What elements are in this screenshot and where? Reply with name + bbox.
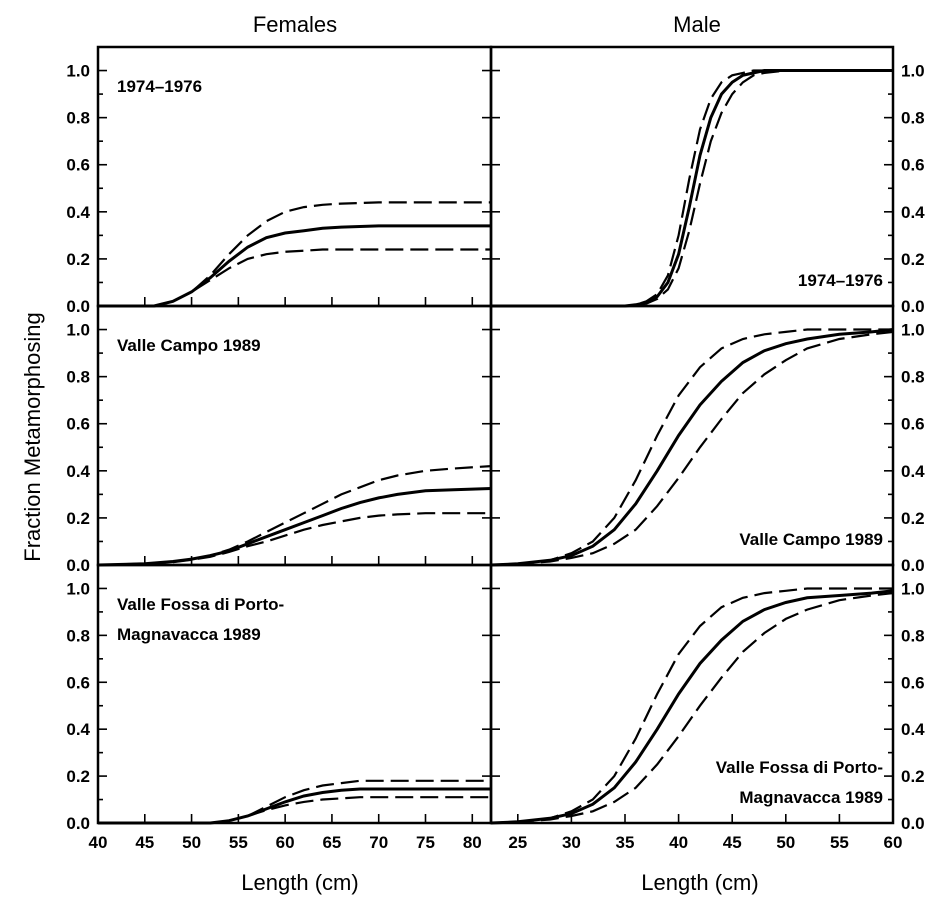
panel-label: 1974–1976 <box>117 77 202 96</box>
x-tick-label: 65 <box>322 833 341 852</box>
y-tick-label: 0.2 <box>901 509 925 528</box>
x-axis-title-male: Length (cm) <box>641 870 758 895</box>
panel-label: Valle Fossa di Porto- <box>716 758 883 777</box>
curve-confidence-band <box>490 587 893 825</box>
curve-confidence-band <box>490 330 894 567</box>
panel-frame <box>489 45 895 308</box>
y-tick-label: 0.0 <box>901 814 925 833</box>
x-tick-label: 60 <box>276 833 295 852</box>
y-tick-label: 0.6 <box>901 415 925 434</box>
y-tick-label: 0.8 <box>66 368 90 387</box>
y-tick-label: 1.0 <box>66 579 90 598</box>
panel-male-row3: 0.0 0.2 0.4 0.6 0.8 1.0 25 30 35 40 45 50 55 60 Valle … <box>489 563 925 852</box>
panel-females-row1: 0.0 0.2 0.4 0.6 0.8 1.0 1974–1976 <box>66 45 493 316</box>
column-title-male: Male <box>673 12 721 37</box>
y-tick-label: 0.4 <box>66 203 90 222</box>
y-tick-label: 0.2 <box>901 250 925 269</box>
y-tick-label: 1.0 <box>901 62 925 81</box>
panel-male-row2: 0.0 0.2 0.4 0.6 0.8 1.0 Valle Campo 1989 <box>489 304 925 575</box>
y-tick-label: 0.2 <box>66 767 90 786</box>
y-tick-label: 0.6 <box>66 156 90 175</box>
y-tick-label: 0.0 <box>901 297 925 316</box>
panel-frame <box>489 563 895 825</box>
y-tick-label: 0.8 <box>901 109 925 128</box>
y-tick-label: 0.0 <box>66 297 90 316</box>
curve-confidence-band <box>491 69 893 308</box>
y-tick-label: 0.0 <box>901 556 925 575</box>
y-axis-title: Fraction Metamorphosing <box>20 312 45 561</box>
y-tick-label: 1.0 <box>901 579 925 598</box>
y-tick-label: 0.2 <box>66 509 90 528</box>
y-tick-label: 1.0 <box>66 62 90 81</box>
curve-central <box>490 328 894 567</box>
y-tick-label: 0.4 <box>901 203 925 222</box>
panel-label: Valle Fossa di Porto- <box>117 595 284 614</box>
y-tick-label: 0.8 <box>901 626 925 645</box>
x-tick-label: 75 <box>416 833 435 852</box>
x-tick-label: 55 <box>229 833 248 852</box>
y-tick-label: 0.6 <box>66 673 90 692</box>
panel-male-row1: 0.0 0.2 0.4 0.6 0.8 1.0 1974–1976 <box>489 45 925 316</box>
panel-females-row2: 0.0 0.2 0.4 0.6 0.8 1.0 Valle Campo 1989 <box>66 304 493 575</box>
curve-confidence-band <box>98 796 491 825</box>
curve-confidence-band <box>98 779 491 825</box>
x-tick-label: 50 <box>182 833 201 852</box>
y-tick-label: 0.4 <box>901 720 925 739</box>
x-axis-title-females: Length (cm) <box>241 870 358 895</box>
x-tick-label: 70 <box>369 833 388 852</box>
x-tick-label: 55 <box>830 833 849 852</box>
x-tick-label: 30 <box>562 833 581 852</box>
y-tick-label: 0.4 <box>901 462 925 481</box>
y-tick-label: 0.0 <box>66 814 90 833</box>
column-title-females: Females <box>253 12 337 37</box>
curve-confidence-band <box>490 328 893 567</box>
y-tick-label: 0.6 <box>66 415 90 434</box>
y-tick-label: 1.0 <box>66 321 90 340</box>
panel-label: Magnavacca 1989 <box>739 788 883 807</box>
curve-confidence-band <box>97 512 491 567</box>
panel-frame <box>489 304 895 567</box>
y-tick-label: 0.0 <box>66 556 90 575</box>
y-tick-label: 0.8 <box>66 626 90 645</box>
y-tick-label: 0.4 <box>66 462 90 481</box>
panel-label: Valle Campo 1989 <box>117 336 261 355</box>
x-tick-label: 60 <box>884 833 903 852</box>
curve-confidence-band <box>490 592 894 825</box>
y-tick-label: 0.2 <box>901 767 925 786</box>
curve-confidence-band <box>98 201 491 308</box>
y-tick-label: 1.0 <box>901 321 925 340</box>
x-tick-label: 40 <box>89 833 108 852</box>
y-tick-label: 0.6 <box>901 673 925 692</box>
y-tick-label: 0.2 <box>66 250 90 269</box>
x-tick-label: 45 <box>135 833 154 852</box>
x-tick-label: 45 <box>723 833 742 852</box>
x-tick-label: 35 <box>616 833 635 852</box>
curve-central <box>490 589 894 825</box>
panel-label: Magnavacca 1989 <box>117 625 261 644</box>
curve-central <box>98 224 491 308</box>
x-tick-label: 80 <box>463 833 482 852</box>
y-tick-label: 0.8 <box>901 368 925 387</box>
x-tick-label: 25 <box>508 833 527 852</box>
y-tick-label: 0.6 <box>901 156 925 175</box>
panel-label: 1974–1976 <box>798 271 883 290</box>
panel-label: Valle Campo 1989 <box>739 530 883 549</box>
y-tick-label: 0.8 <box>66 109 90 128</box>
curve-central <box>97 487 492 567</box>
curve-confidence-band <box>97 465 492 567</box>
curve-confidence-band <box>98 248 491 308</box>
x-tick-label: 40 <box>669 833 688 852</box>
panel-females-row3: 0.0 0.2 0.4 0.6 0.8 1.0 40 45 50 55 60 65 70 75 80 Vall… <box>66 563 493 852</box>
x-tick-label: 50 <box>776 833 795 852</box>
panel-grid: 0.00.20.40.60.81.01974–19760.00.20.40.60… <box>66 45 925 852</box>
curve-confidence-band <box>491 69 893 308</box>
y-tick-label: 0.4 <box>66 720 90 739</box>
